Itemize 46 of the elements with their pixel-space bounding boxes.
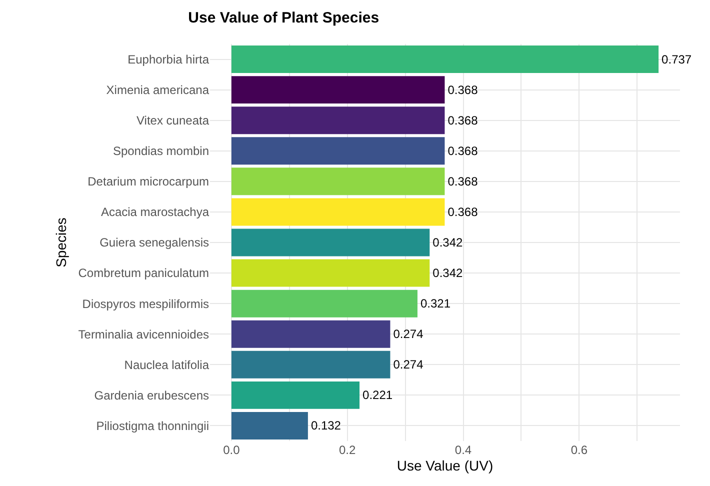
y-tick-label: Vitex cuneata (136, 114, 210, 128)
y-tick-label: Diospyros mespiliformis (82, 296, 209, 311)
y-tick-label: Acacia marostachya (100, 205, 210, 220)
data-label: 0.368 (448, 113, 478, 128)
x-tick-label: 0.6 (570, 443, 588, 457)
y-tick-label: Terminalia avicennioides (78, 327, 209, 342)
y-tick-label: Euphorbia hirta (128, 52, 210, 66)
y-tick-label: Detarium microcarpum (88, 174, 210, 189)
data-label: 0.321 (420, 296, 451, 311)
y-axis-title: Species (52, 218, 69, 268)
bar (231, 259, 430, 287)
y-tick-label: Gardenia erubescens (94, 388, 209, 402)
bar (231, 137, 445, 165)
x-axis-title: Use Value (UV) (396, 457, 494, 474)
bar (231, 76, 445, 104)
data-label: 0.221 (362, 388, 393, 402)
bar (231, 106, 445, 134)
y-tick-label: Ximenia americana (106, 83, 210, 98)
data-label: 0.368 (448, 82, 478, 97)
y-tick-label: Piliostigma thonningii (96, 418, 209, 433)
data-label: 0.737 (662, 52, 692, 66)
data-label: 0.274 (393, 358, 424, 372)
data-label: 0.132 (310, 418, 342, 433)
y-tick-label: Spondias mombin (112, 144, 209, 158)
x-tick-label: 0.0 (223, 443, 240, 457)
x-tick-label: 0.2 (339, 443, 356, 457)
y-tick-label: Combretum paniculatum (78, 266, 209, 280)
bar (231, 198, 445, 226)
bar (231, 412, 308, 440)
y-tick-label: Guiera senegalensis (100, 236, 209, 250)
bar (231, 46, 659, 74)
data-label: 0.368 (448, 144, 478, 158)
data-label: 0.342 (432, 266, 463, 280)
bar (231, 168, 445, 196)
bar (231, 320, 390, 348)
bar (231, 381, 360, 409)
chart-title: Use Value of Plant Species (188, 10, 380, 27)
bar (231, 290, 418, 318)
x-tick-label: 0.4 (454, 443, 472, 457)
bar (231, 350, 390, 378)
y-tick-label: Nauclea latifolia (124, 358, 210, 372)
data-label: 0.342 (432, 236, 463, 250)
data-label: 0.274 (393, 327, 424, 342)
data-label: 0.368 (448, 204, 478, 219)
bar (231, 228, 430, 256)
data-label: 0.368 (448, 174, 478, 188)
